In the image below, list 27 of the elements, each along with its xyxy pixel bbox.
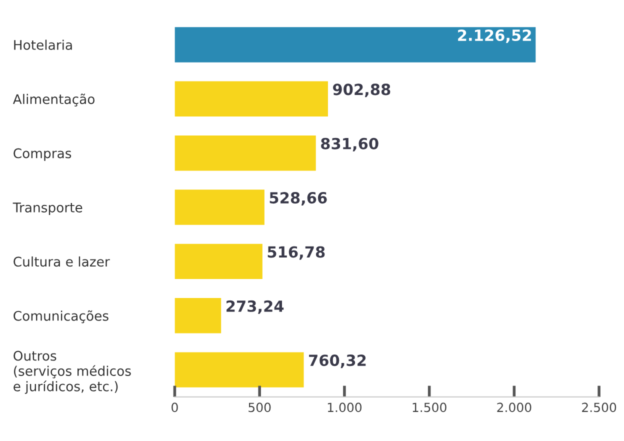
- x-tick-label: 0: [172, 402, 178, 412]
- bar: [174, 244, 262, 280]
- data-label: 902,88: [332, 84, 390, 98]
- bar: [174, 81, 328, 117]
- y-tick-label: Transporte: [12, 202, 82, 216]
- y-tick-label: Compras: [14, 148, 72, 161]
- data-label: 831,60: [321, 138, 378, 152]
- y-tick-label: Hotelaria: [14, 40, 72, 50]
- x-tick-label: 2.500: [582, 402, 616, 412]
- bar: [174, 27, 536, 62]
- x-tick-label: 500: [248, 402, 271, 412]
- y-tick-label: Outros (serviços médicos e jurídicos, etc.): [14, 350, 131, 394]
- x-tick-label: 1.000: [328, 402, 362, 412]
- bar: [174, 135, 316, 171]
- bar: [174, 190, 264, 225]
- y-tick-label: Cultura e lazer: [14, 256, 110, 267]
- data-label: 516,78: [268, 246, 325, 260]
- data-label: 528,66: [270, 192, 327, 206]
- data-label: 760,32: [309, 354, 366, 368]
- y-tick-label: Comunicações: [14, 310, 108, 324]
- y-tick-label: Alimentação: [12, 94, 94, 106]
- bar: [174, 352, 304, 388]
- data-label: 273,24: [226, 300, 284, 314]
- x-tick-label: 2.000: [497, 402, 532, 412]
- bar: [174, 298, 222, 334]
- x-tick-label: 1.500: [412, 402, 446, 412]
- data-label: 2.126,52: [458, 29, 531, 43]
